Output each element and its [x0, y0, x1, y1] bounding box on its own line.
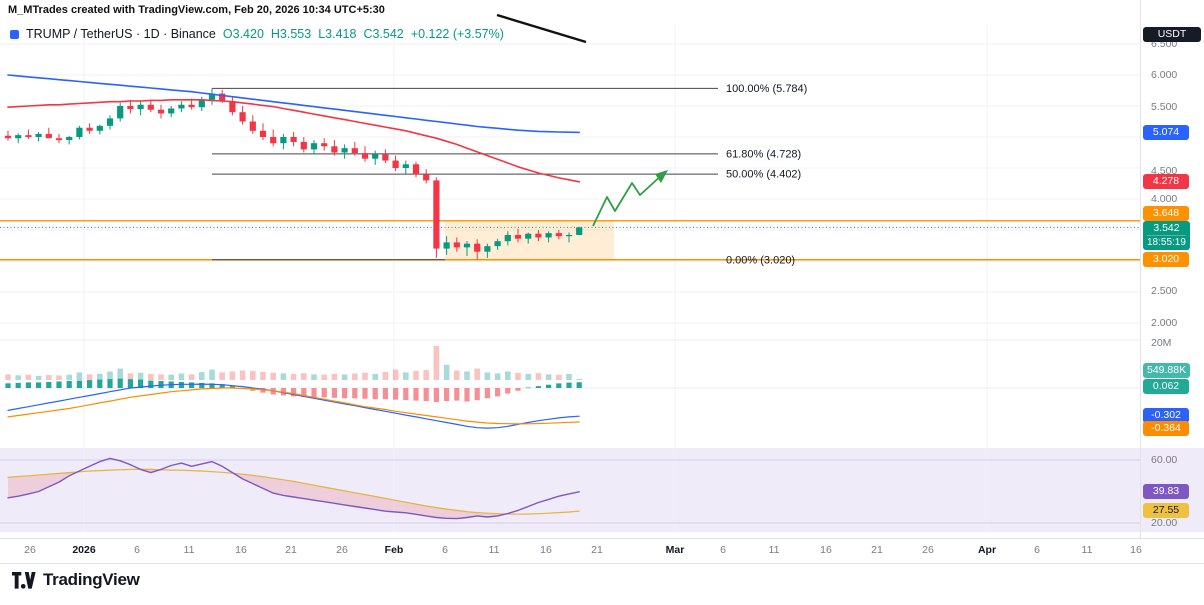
time-axis-label: Mar — [665, 544, 685, 556]
time-axis-label: 26 — [24, 544, 36, 556]
chart-legend: TRUMP / TetherUS · 1D · Binance O3.420 H… — [10, 27, 504, 41]
watermark: M_MTrades created with TradingView.com, … — [8, 4, 385, 16]
resistance-line-badge: 3.648 — [1143, 206, 1189, 221]
time-axis-label: Apr — [977, 544, 997, 556]
currency-label-badge: USDT — [1143, 27, 1201, 42]
instrument-icon — [10, 29, 19, 39]
legend-change-value: +0.122 (+3.57%) — [410, 27, 504, 41]
tradingview-logo[interactable]: TradingView — [12, 570, 140, 590]
scale-tick: 20M — [1151, 337, 1172, 349]
legend-low-value: L3.418 — [318, 27, 357, 41]
scale-tick: 2.500 — [1151, 285, 1178, 297]
fib-level-label: 100.00% (5.784) — [726, 83, 807, 95]
support-line-badge: 3.020 — [1143, 252, 1189, 267]
time-axis-label: 11 — [1081, 544, 1093, 556]
blue-ma-price-badge: 5.074 — [1143, 125, 1189, 140]
macd-line-badge: -0.302 — [1143, 408, 1189, 423]
red-ma-price-badge: 4.278 — [1143, 174, 1189, 189]
fib-level-label: 50.00% (4.402) — [726, 169, 801, 181]
time-axis-label: 6 — [134, 544, 140, 556]
time-axis-label: 11 — [183, 544, 195, 556]
scale-tick: 5.500 — [1151, 101, 1178, 113]
time-axis-label: 21 — [285, 544, 297, 556]
time-axis-label: 26 — [336, 544, 348, 556]
scale-tick: 60.00 — [1151, 454, 1178, 466]
price-scale[interactable]: 6.500 6.000 5.500 4.500 4.000 2.500 2.000 20M 60… — [1140, 0, 1204, 562]
legend-open-value: O3.420 — [222, 27, 264, 41]
last-price-badge: 3.542 18:55:19 — [1143, 221, 1190, 250]
countdown-timer: 18:55:19 — [1147, 235, 1186, 248]
price-chart-canvas[interactable]: 100.00% (5.784) 61.80% (4.728) 50.00% (4.4… — [0, 0, 1140, 538]
rsi-value-badge: 39.83 — [1143, 484, 1189, 499]
scale-tick: 6.000 — [1151, 69, 1178, 81]
fib-level-label: 61.80% (4.728) — [726, 148, 801, 160]
macd-hist-badge: 0.062 — [1143, 379, 1189, 394]
time-axis-label: 16 — [235, 544, 247, 556]
time-axis-label: 21 — [871, 544, 883, 556]
fib-level-label: 0.00% (3.020) — [726, 254, 795, 266]
time-axis-label: Feb — [384, 544, 404, 556]
volume-value-badge: 549.88K — [1143, 363, 1191, 378]
time-axis-label: 2026 — [72, 544, 96, 556]
scale-tick: 20.00 — [1151, 517, 1178, 529]
time-axis[interactable]: 26 2026 6 11 16 21 26 Feb 6 11 16 21 Mar 6 11 16 21 26 Apr… — [0, 538, 1204, 564]
time-axis-label: 11 — [768, 544, 780, 556]
time-axis-label: 6 — [1034, 544, 1040, 556]
time-axis-label: 16 — [1130, 544, 1142, 556]
tradingview-icon — [12, 571, 36, 589]
time-axis-label: 26 — [922, 544, 934, 556]
time-axis-label: 16 — [540, 544, 552, 556]
scale-tick: 2.000 — [1151, 317, 1178, 329]
macd-signal-badge: -0.364 — [1143, 421, 1189, 436]
time-axis-label: 11 — [488, 544, 500, 556]
scale-tick: 4.000 — [1151, 193, 1178, 205]
legend-high-value: H3.553 — [270, 27, 312, 41]
rsi-ma-badge: 27.55 — [1143, 503, 1189, 518]
rsi-pane-background — [0, 448, 1204, 532]
time-axis-label: 21 — [591, 544, 603, 556]
time-axis-label: 16 — [820, 544, 832, 556]
legend-close-value: C3.542 — [363, 27, 404, 41]
tradingview-logo-text: TradingView — [43, 570, 140, 589]
time-axis-label: 6 — [442, 544, 448, 556]
symbol-title[interactable]: TRUMP / TetherUS · 1D · Binance — [26, 27, 216, 41]
time-axis-label: 6 — [720, 544, 726, 556]
